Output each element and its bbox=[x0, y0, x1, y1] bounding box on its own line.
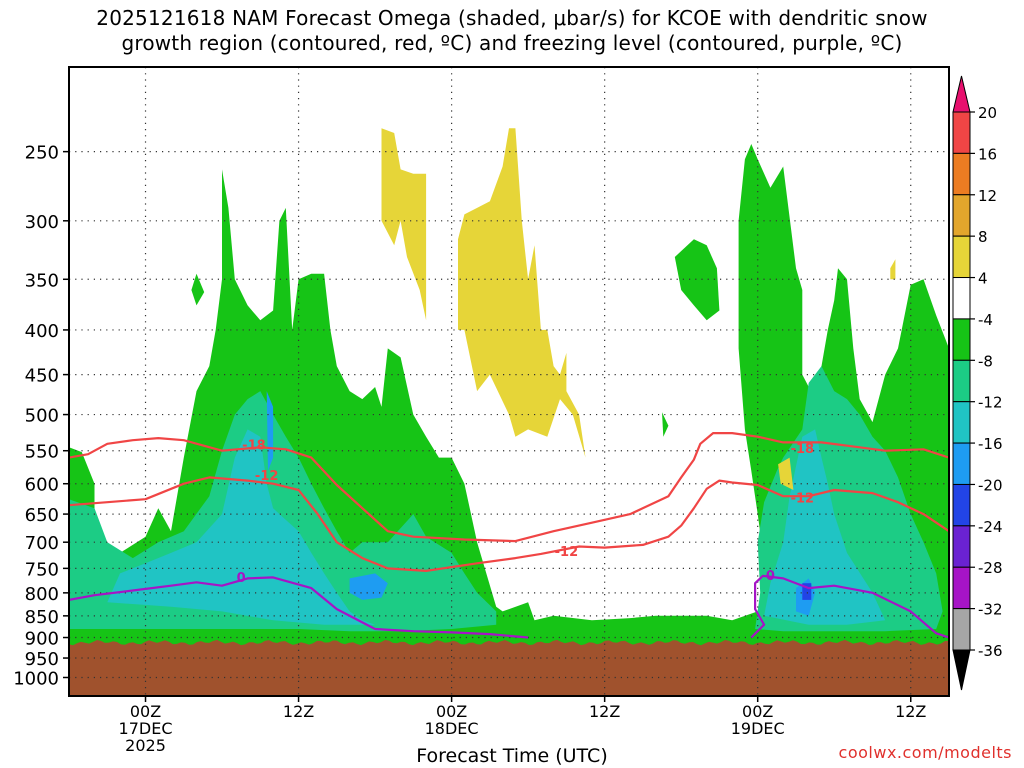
colorbar-tick-label: -36 bbox=[978, 642, 1003, 660]
contour-0b bbox=[750, 574, 949, 639]
y-tick-label: 800 bbox=[25, 584, 59, 605]
contour-label: -12 bbox=[555, 545, 579, 560]
colorbar-segment bbox=[952, 277, 971, 320]
x-tick-label: 18DEC bbox=[425, 719, 479, 738]
colorbar-tick-label: 8 bbox=[978, 228, 988, 246]
y-tick-label: 500 bbox=[25, 406, 59, 427]
omega-region-yellow-1 bbox=[381, 128, 427, 321]
omega-shading bbox=[69, 128, 1024, 658]
omega-region-cyan-2 bbox=[764, 429, 886, 625]
y-tick-label: 900 bbox=[25, 629, 59, 650]
y-tick-label: 300 bbox=[25, 212, 59, 233]
terrain-layer bbox=[69, 639, 949, 696]
y-tick-label: 550 bbox=[25, 442, 59, 463]
colorbar-tick-label: 20 bbox=[978, 104, 997, 122]
colorbar-tick-label: -32 bbox=[978, 601, 1003, 619]
y-tick-label: 650 bbox=[25, 505, 59, 526]
colorbar-segment bbox=[952, 442, 971, 485]
colorbar-segment bbox=[952, 235, 971, 279]
x-axis-label: Forecast Time (UTC) bbox=[416, 745, 608, 767]
omega-region-teal-3 bbox=[1006, 548, 1024, 593]
contour-label: -12 bbox=[791, 491, 815, 506]
plot-frame bbox=[68, 66, 950, 697]
colorbar-tick-label: 12 bbox=[978, 187, 997, 205]
colorbar-segment bbox=[952, 401, 971, 444]
colorbar-tick-label: -28 bbox=[978, 559, 1003, 577]
y-tick-label: 600 bbox=[25, 475, 59, 496]
omega-region-yellow-4 bbox=[890, 259, 896, 280]
x-tick-label: 12Z bbox=[283, 702, 314, 721]
colorbar-tick-label: -24 bbox=[978, 518, 1003, 536]
colorbar-tick-label: -20 bbox=[978, 476, 1003, 494]
chart-title: 2025121618 NAM Forecast Omega (shaded, μ… bbox=[0, 6, 1024, 56]
colorbar: 20 16 12 8 4 -4 -8 -12 -16 -20 -24 -28 -32 -36 bbox=[952, 75, 1003, 691]
colorbar-segment bbox=[952, 318, 971, 361]
y-tick-label: 850 bbox=[25, 607, 59, 628]
y-tick-label: 350 bbox=[25, 270, 59, 291]
x-tick-label: 2025 bbox=[125, 736, 166, 755]
contour-label: 0 bbox=[766, 569, 775, 584]
x-tick-label: 12Z bbox=[589, 702, 620, 721]
x-tick-label: 00Z bbox=[130, 702, 161, 721]
colorbar-tick-label: 16 bbox=[978, 145, 997, 163]
colorbar-tick-label: -16 bbox=[978, 435, 1003, 453]
y-axis-ticks: 2503003504004505005506006507007508008509… bbox=[13, 143, 69, 689]
colorbar-tick-label: -12 bbox=[978, 394, 1003, 412]
omega-region-cyan bbox=[107, 429, 376, 625]
colorbar-segment bbox=[952, 566, 971, 610]
omega-region-green-3 bbox=[662, 412, 669, 437]
y-tick-label: 700 bbox=[25, 533, 59, 554]
colorbar-tick-label: -4 bbox=[978, 311, 993, 329]
contour-label: 0 bbox=[237, 571, 246, 586]
contour-lines: -18 -18 -12 -12 -12 0 0 bbox=[69, 432, 949, 639]
contour--18 bbox=[69, 432, 949, 543]
chart-title-line-1: 2025121618 NAM Forecast Omega (shaded, μ… bbox=[96, 6, 928, 30]
colorbar-top-arrow bbox=[952, 75, 971, 113]
chart-title-line-2: growth region (contoured, red, ºC) and f… bbox=[121, 31, 903, 55]
y-tick-label: 250 bbox=[25, 143, 59, 164]
omega-region-green-2 bbox=[674, 239, 720, 321]
x-tick-label: 19DEC bbox=[731, 719, 785, 738]
x-tick-label: 17DEC bbox=[119, 719, 173, 738]
y-tick-label: 750 bbox=[25, 559, 59, 580]
contour-label: -18 bbox=[242, 438, 266, 453]
y-tick-label: 400 bbox=[25, 321, 59, 342]
y-tick-label: 450 bbox=[25, 366, 59, 387]
x-tick-label: 00Z bbox=[742, 702, 773, 721]
x-tick-label: 00Z bbox=[436, 702, 467, 721]
colorbar-segment bbox=[952, 111, 971, 154]
contour--12 bbox=[69, 476, 949, 572]
contour-label: -18 bbox=[791, 442, 815, 457]
x-tick-label: 12Z bbox=[895, 702, 926, 721]
colorbar-bottom-arrow bbox=[952, 649, 971, 691]
colorbar-segment bbox=[952, 194, 971, 237]
colorbar-segment bbox=[952, 152, 971, 196]
omega-region-yellow-2 bbox=[458, 128, 586, 458]
colorbar-segment bbox=[952, 608, 971, 651]
colorbar-segment bbox=[952, 359, 971, 403]
contour-0 bbox=[69, 576, 529, 639]
omega-region-blue-2 bbox=[349, 573, 388, 600]
terrain bbox=[69, 639, 949, 696]
y-tick-label: 1000 bbox=[13, 668, 59, 689]
colorbar-segment bbox=[952, 483, 971, 527]
omega-region-small-green bbox=[191, 273, 205, 306]
colorbar-tick-label: -8 bbox=[978, 352, 993, 370]
contour-label: -12 bbox=[255, 469, 279, 484]
watermark: coolwx.com/modelts bbox=[838, 743, 1012, 762]
colorbar-segment bbox=[952, 525, 971, 568]
colorbar-tick-label: 4 bbox=[978, 270, 988, 288]
omega-region-yellow-3 bbox=[778, 457, 794, 490]
y-tick-label: 950 bbox=[25, 649, 59, 670]
